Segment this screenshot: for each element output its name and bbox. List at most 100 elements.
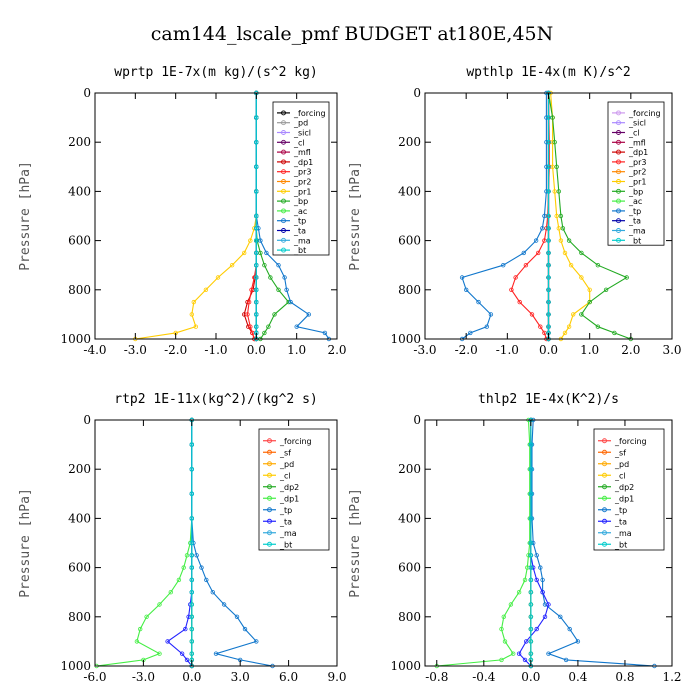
- data-point: [186, 614, 191, 619]
- legend-marker: [616, 218, 621, 224]
- y-tick-label: 400: [398, 511, 421, 525]
- series-markers-dp1: [434, 417, 532, 669]
- legend-marker: [281, 110, 286, 116]
- legend-marker: [281, 149, 286, 155]
- legend-marker: [281, 159, 286, 165]
- data-point: [534, 626, 539, 632]
- data-point: [509, 287, 514, 292]
- data-point: [179, 651, 185, 656]
- data-point: [189, 516, 194, 521]
- legend-marker: [267, 530, 272, 536]
- series-line-tp: [461, 93, 547, 340]
- data-point: [189, 639, 194, 644]
- data-point: [521, 250, 526, 256]
- data-point: [262, 330, 267, 336]
- y-tick-label: 1000: [390, 332, 421, 346]
- data-point: [540, 577, 545, 583]
- data-point: [189, 312, 194, 317]
- data-point: [563, 657, 569, 663]
- series-markers-dp1: [94, 417, 194, 669]
- data-point: [528, 491, 534, 496]
- data-point: [262, 263, 267, 268]
- data-point: [254, 189, 259, 194]
- data-point: [579, 275, 584, 280]
- data-point: [550, 115, 555, 120]
- legend-marker: [602, 461, 607, 467]
- legend-entry: _bt: [614, 540, 627, 549]
- legend-marker: [281, 188, 286, 194]
- data-point: [193, 324, 198, 329]
- data-point: [272, 312, 277, 317]
- legend-marker: [281, 139, 286, 145]
- y-tick-label: 200: [398, 135, 421, 149]
- legend-entry: _mfl: [293, 148, 311, 157]
- legend-entry: _bt: [628, 236, 641, 245]
- data-point: [528, 540, 534, 546]
- data-point: [234, 614, 240, 619]
- legend-marker: [267, 541, 272, 547]
- data-point: [254, 115, 259, 120]
- data-point: [254, 164, 259, 169]
- x-tick-label: 3.0: [231, 670, 250, 684]
- data-point: [579, 312, 584, 317]
- legend-marker: [281, 237, 286, 243]
- legend-box: [593, 428, 665, 551]
- data-point: [528, 639, 534, 644]
- y-tick-label: 0: [83, 86, 91, 100]
- x-tick-label: -1.0: [496, 343, 519, 357]
- x-tick-label: -0.4: [472, 670, 496, 684]
- data-point: [595, 324, 601, 329]
- legend-entry: _tp: [614, 506, 627, 515]
- x-tick-label: -2.0: [164, 343, 187, 357]
- data-point: [513, 275, 518, 280]
- data-point: [546, 312, 551, 317]
- legend-entry: _ta: [279, 517, 292, 526]
- data-point: [488, 312, 494, 317]
- data-point: [524, 639, 529, 644]
- data-point: [552, 189, 557, 194]
- data-point: [184, 553, 190, 558]
- data-point: [254, 275, 259, 280]
- legend-entry: _cl: [293, 138, 305, 147]
- legend-marker: [281, 120, 286, 126]
- legend-marker: [616, 130, 621, 135]
- legend-entry: _tp: [628, 207, 641, 216]
- data-point: [542, 330, 547, 336]
- data-point: [560, 226, 566, 231]
- x-tick-label: 6.0: [279, 670, 298, 684]
- x-tick-label: -4.0: [83, 343, 106, 357]
- legend-entry: _pr2: [628, 168, 646, 177]
- y-tick-label: 200: [68, 462, 91, 476]
- legend-entry: _sf: [614, 448, 626, 457]
- data-point: [502, 639, 508, 644]
- data-point: [189, 590, 194, 595]
- panel-1: wprtp 1E-7x(m kg)/(s^2 kg) Pressure [hPa]…: [18, 65, 347, 357]
- legend: _forcing _sf _pd _cl _dp2 _dp1 _tp _ta _ma _bt: [258, 428, 330, 551]
- data-point: [554, 213, 559, 219]
- legend: _forcing _sf _pd _cl _dp2 _dp1 _tp _ta _ma _bt: [593, 428, 665, 551]
- y-tick-label: 800: [398, 283, 421, 297]
- data-point: [528, 516, 534, 521]
- x-tick-label: 0.8: [615, 670, 634, 684]
- series-markers-ta: [516, 417, 551, 669]
- data-point: [556, 226, 561, 231]
- data-point: [322, 330, 328, 336]
- data-point: [540, 226, 545, 231]
- legend-entry: _ac: [628, 197, 642, 206]
- data-point: [254, 213, 259, 219]
- data-point: [254, 287, 259, 292]
- y-axis-label: Pressure [hPa]: [348, 161, 363, 271]
- y-tick-label: 600: [398, 234, 421, 248]
- data-point: [203, 287, 209, 292]
- y-tick-label: 0: [413, 86, 421, 100]
- legend-box: [258, 428, 330, 551]
- data-point: [288, 299, 293, 305]
- data-point: [258, 250, 263, 256]
- legend-entry: _ma: [614, 529, 632, 538]
- y-tick-label: 1000: [60, 332, 91, 346]
- data-point: [189, 614, 194, 619]
- data-point: [540, 590, 545, 595]
- data-point: [546, 275, 551, 280]
- y-tick-label: 1000: [390, 659, 421, 673]
- data-point: [546, 287, 551, 292]
